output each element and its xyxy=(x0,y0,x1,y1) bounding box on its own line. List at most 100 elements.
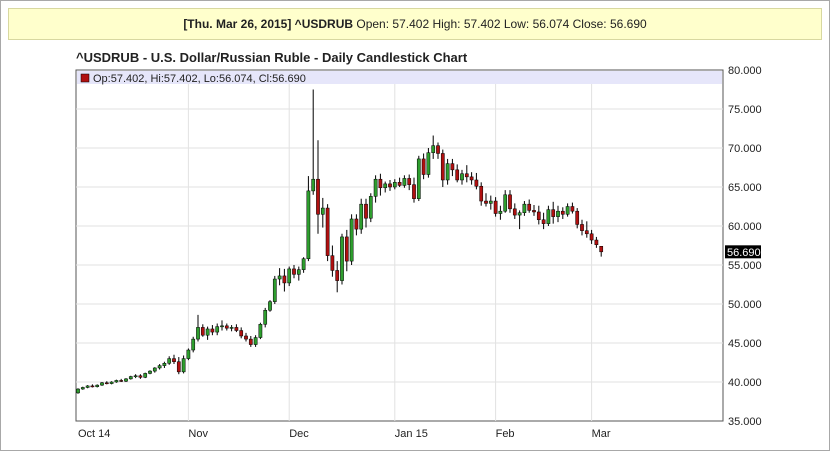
candle xyxy=(282,268,287,292)
candle xyxy=(364,198,368,228)
candle xyxy=(349,214,354,265)
y-tick-label: 70.000 xyxy=(728,143,762,155)
candle-body-up xyxy=(143,373,148,378)
candle xyxy=(301,257,306,273)
candle xyxy=(119,378,124,382)
candle-body-up xyxy=(287,268,292,284)
candle xyxy=(224,323,229,331)
candle xyxy=(200,324,205,337)
candle-body-down xyxy=(176,361,181,373)
y-tick-label: 60.000 xyxy=(728,221,762,233)
candle xyxy=(181,355,186,374)
candle-body-up xyxy=(546,209,551,224)
candle-body-down xyxy=(469,176,474,181)
candle xyxy=(440,149,445,187)
candle xyxy=(484,193,488,207)
candle-body-down xyxy=(292,268,296,275)
candle xyxy=(253,335,258,347)
candle-body-down xyxy=(397,182,402,186)
candle xyxy=(292,265,296,279)
candle xyxy=(325,204,330,262)
candle-body-down xyxy=(580,224,584,231)
candle xyxy=(172,354,176,365)
candle xyxy=(100,382,104,386)
candle-body-down xyxy=(344,236,349,262)
candle-body-up xyxy=(229,327,234,329)
last-price-marker xyxy=(725,245,761,259)
candle xyxy=(306,176,311,262)
candle-body-up xyxy=(157,365,162,369)
candle xyxy=(450,158,455,177)
y-tick-label: 65.000 xyxy=(728,182,762,194)
candle xyxy=(234,324,239,333)
candle xyxy=(464,165,469,183)
candle xyxy=(493,197,498,217)
candle xyxy=(340,233,344,285)
candle-body-down xyxy=(493,200,498,214)
candle-body-down xyxy=(594,239,599,245)
candle xyxy=(311,89,316,195)
candle-body-down xyxy=(551,209,556,217)
candle-body-up xyxy=(373,178,378,197)
candle-body-down xyxy=(450,163,455,171)
candle-body-up xyxy=(152,367,157,372)
candle-body-up xyxy=(368,196,373,219)
candle xyxy=(416,155,421,202)
candle-body-down xyxy=(364,203,368,219)
last-price-label: 56.690 xyxy=(727,247,761,259)
candle-body-up xyxy=(205,328,210,336)
candle-body-up xyxy=(80,387,85,390)
candle xyxy=(397,177,402,187)
candle-body-up xyxy=(124,378,128,382)
candle-body-up xyxy=(114,380,119,383)
candle-body-down xyxy=(200,327,205,336)
candle xyxy=(517,210,522,230)
low-value: 56.074 xyxy=(532,17,570,31)
candle xyxy=(445,158,450,185)
candle-body-up xyxy=(488,200,493,204)
legend-swatch xyxy=(80,73,90,83)
candle-body-up xyxy=(301,258,306,270)
candle-body-down xyxy=(248,338,253,345)
candle-body-down xyxy=(479,185,484,202)
candle xyxy=(532,204,536,216)
y-tick-label: 45.000 xyxy=(728,338,762,350)
candle-body-down xyxy=(388,183,392,188)
candle xyxy=(589,229,594,244)
legend-text: Op:57.402, Hi:57.402, Lo:56.074, Cl:56.6… xyxy=(93,73,306,85)
candle-body-down xyxy=(138,375,143,378)
candle-body-down xyxy=(436,145,440,154)
candle-body-down xyxy=(119,380,124,382)
candle-body-up xyxy=(306,190,311,260)
candle xyxy=(378,173,383,196)
candle-body-up xyxy=(431,145,436,153)
candle-body-down xyxy=(325,207,330,256)
x-tick-label: Dec xyxy=(289,428,309,440)
y-tick-label: 40.000 xyxy=(728,377,762,389)
candle xyxy=(522,201,527,216)
candle xyxy=(488,195,493,210)
candle-body-down xyxy=(536,211,541,221)
candle xyxy=(498,205,503,220)
candle xyxy=(272,275,277,304)
legend-band xyxy=(77,71,722,84)
candle xyxy=(248,335,253,347)
candle-body-down xyxy=(532,210,536,213)
candle xyxy=(205,326,210,340)
candle-body-down xyxy=(244,335,248,340)
y-tick-label: 75.000 xyxy=(728,104,762,116)
candle-body-up xyxy=(402,178,407,186)
candle-body-up xyxy=(383,183,388,189)
candle-body-down xyxy=(104,382,109,385)
quote-info-bar: [Thu. Mar 26, 2015] ^USDRUB Open: 57.402… xyxy=(8,8,822,40)
candle xyxy=(143,372,148,379)
x-tick-label: Feb xyxy=(496,428,515,440)
candle-body-down xyxy=(508,194,512,210)
candle xyxy=(104,381,109,385)
candle-body-up xyxy=(181,358,186,373)
candle-body-up xyxy=(133,375,138,378)
y-tick-label: 55.000 xyxy=(728,260,762,272)
candle xyxy=(80,386,85,390)
